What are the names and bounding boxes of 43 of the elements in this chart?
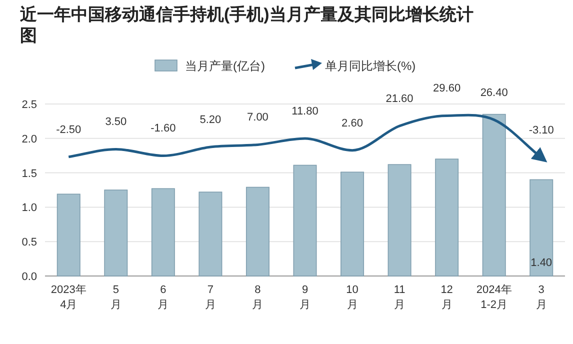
data-label: 29.60 — [433, 82, 461, 95]
data-label: -3.10 — [528, 124, 554, 137]
data-label: 7.00 — [247, 112, 268, 124]
bar — [246, 186, 270, 276]
bar — [482, 114, 506, 276]
data-label: -1.60 — [150, 122, 176, 135]
x-tick-label: 11 月 — [394, 284, 406, 311]
y-tick-label: 1.5 — [22, 168, 37, 180]
bar — [435, 158, 459, 276]
x-tick-label: 2024年 1-2月 — [476, 284, 512, 311]
x-tick-label: 5 月 — [110, 284, 122, 311]
y-tick-label: 2.0 — [22, 133, 37, 146]
data-label: 5.20 — [200, 114, 222, 126]
y-tick-label: 2.5 — [22, 99, 37, 111]
data-label: 3.50 — [105, 116, 127, 128]
bar — [530, 179, 554, 276]
bar — [293, 164, 317, 276]
legend-label: 单月同比增长(%) — [325, 59, 416, 73]
data-label: 26.40 — [480, 86, 508, 99]
bar — [388, 164, 412, 276]
x-tick-label: 7 月 — [204, 284, 216, 311]
y-tick-label: 0.0 — [22, 271, 37, 283]
bar — [151, 188, 175, 276]
legend-label: 当月产量(亿台) — [185, 59, 265, 73]
x-tick-label: 2023年 4月 — [50, 284, 86, 311]
x-tick-label: 12 月 — [440, 284, 453, 311]
data-label: 1.40 — [530, 257, 552, 269]
x-tick-label: 3 月 — [536, 284, 547, 311]
x-tick-label: 6 月 — [158, 284, 169, 311]
bar — [56, 194, 80, 276]
data-label: 2.60 — [342, 117, 363, 130]
data-label: 11.80 — [292, 106, 318, 118]
x-tick-label: 10 月 — [346, 284, 358, 311]
data-label: 21.60 — [386, 92, 414, 105]
y-tick-label: 0.5 — [22, 236, 37, 249]
chart-title: 近一年中国移动通信手持机(手机)当月产量及其同比增长统计图 — [20, 4, 474, 46]
x-tick-label: 9 月 — [300, 284, 310, 311]
data-label: -2.50 — [56, 124, 82, 136]
y-tick-label: 1.0 — [22, 202, 37, 214]
x-tick-label: 8 月 — [252, 284, 264, 311]
bar — [198, 192, 222, 276]
bar — [340, 172, 364, 276]
bar — [104, 190, 128, 276]
